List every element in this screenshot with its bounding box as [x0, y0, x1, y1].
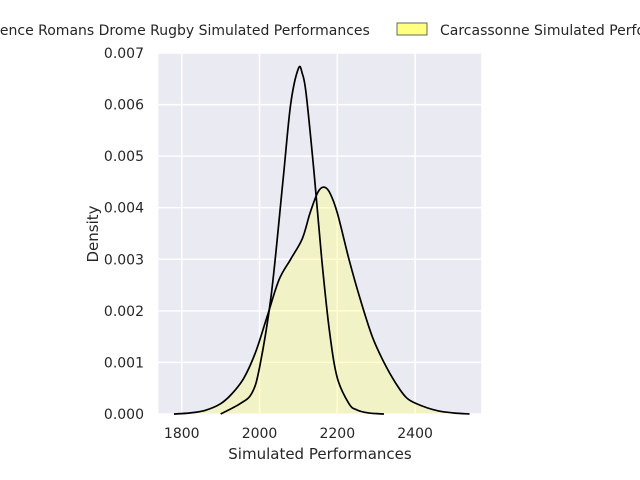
y-tick-label-2: 0.002: [104, 304, 144, 320]
legend: lence Romans Drome Rugby Simulated Perfo…: [0, 22, 640, 39]
x-axis-label: Simulated Performances: [228, 445, 412, 463]
series-layer: [173, 65, 470, 415]
y-tick-label-0: 0.000: [104, 407, 144, 423]
y-tick-label-1: 0.001: [104, 355, 144, 371]
legend-swatch-carcassonne: [396, 22, 428, 36]
y-axis-ticks: 0.000 0.001 0.002 0.003 0.004 0.005 0.006 0.007: [104, 46, 144, 423]
y-tick-label-5: 0.005: [104, 149, 144, 165]
y-axis-label: Density: [84, 205, 102, 262]
y-tick-label-4: 0.004: [104, 201, 144, 217]
x-tick-label-0: 1800: [164, 426, 200, 442]
grid: [158, 52, 482, 415]
y-tick-label-3: 0.003: [104, 252, 144, 268]
x-tick-label-2: 2200: [319, 426, 355, 442]
x-axis-ticks: 1800 2000 2200 2400: [164, 426, 433, 442]
x-tick-label-3: 2400: [397, 426, 433, 442]
series-1-area: [173, 187, 470, 414]
y-tick-label-6: 0.006: [104, 98, 144, 114]
y-tick-label-7: 0.007: [104, 46, 144, 62]
series-1-line: [173, 186, 470, 415]
x-tick-label-1: 2000: [242, 426, 278, 442]
legend-label-carcassonne: Carcassonne Simulated Performances: [440, 23, 640, 39]
legend-label-valence: lence Romans Drome Rugby Simulated Perfo…: [0, 23, 370, 39]
series-0-line: [220, 65, 385, 415]
